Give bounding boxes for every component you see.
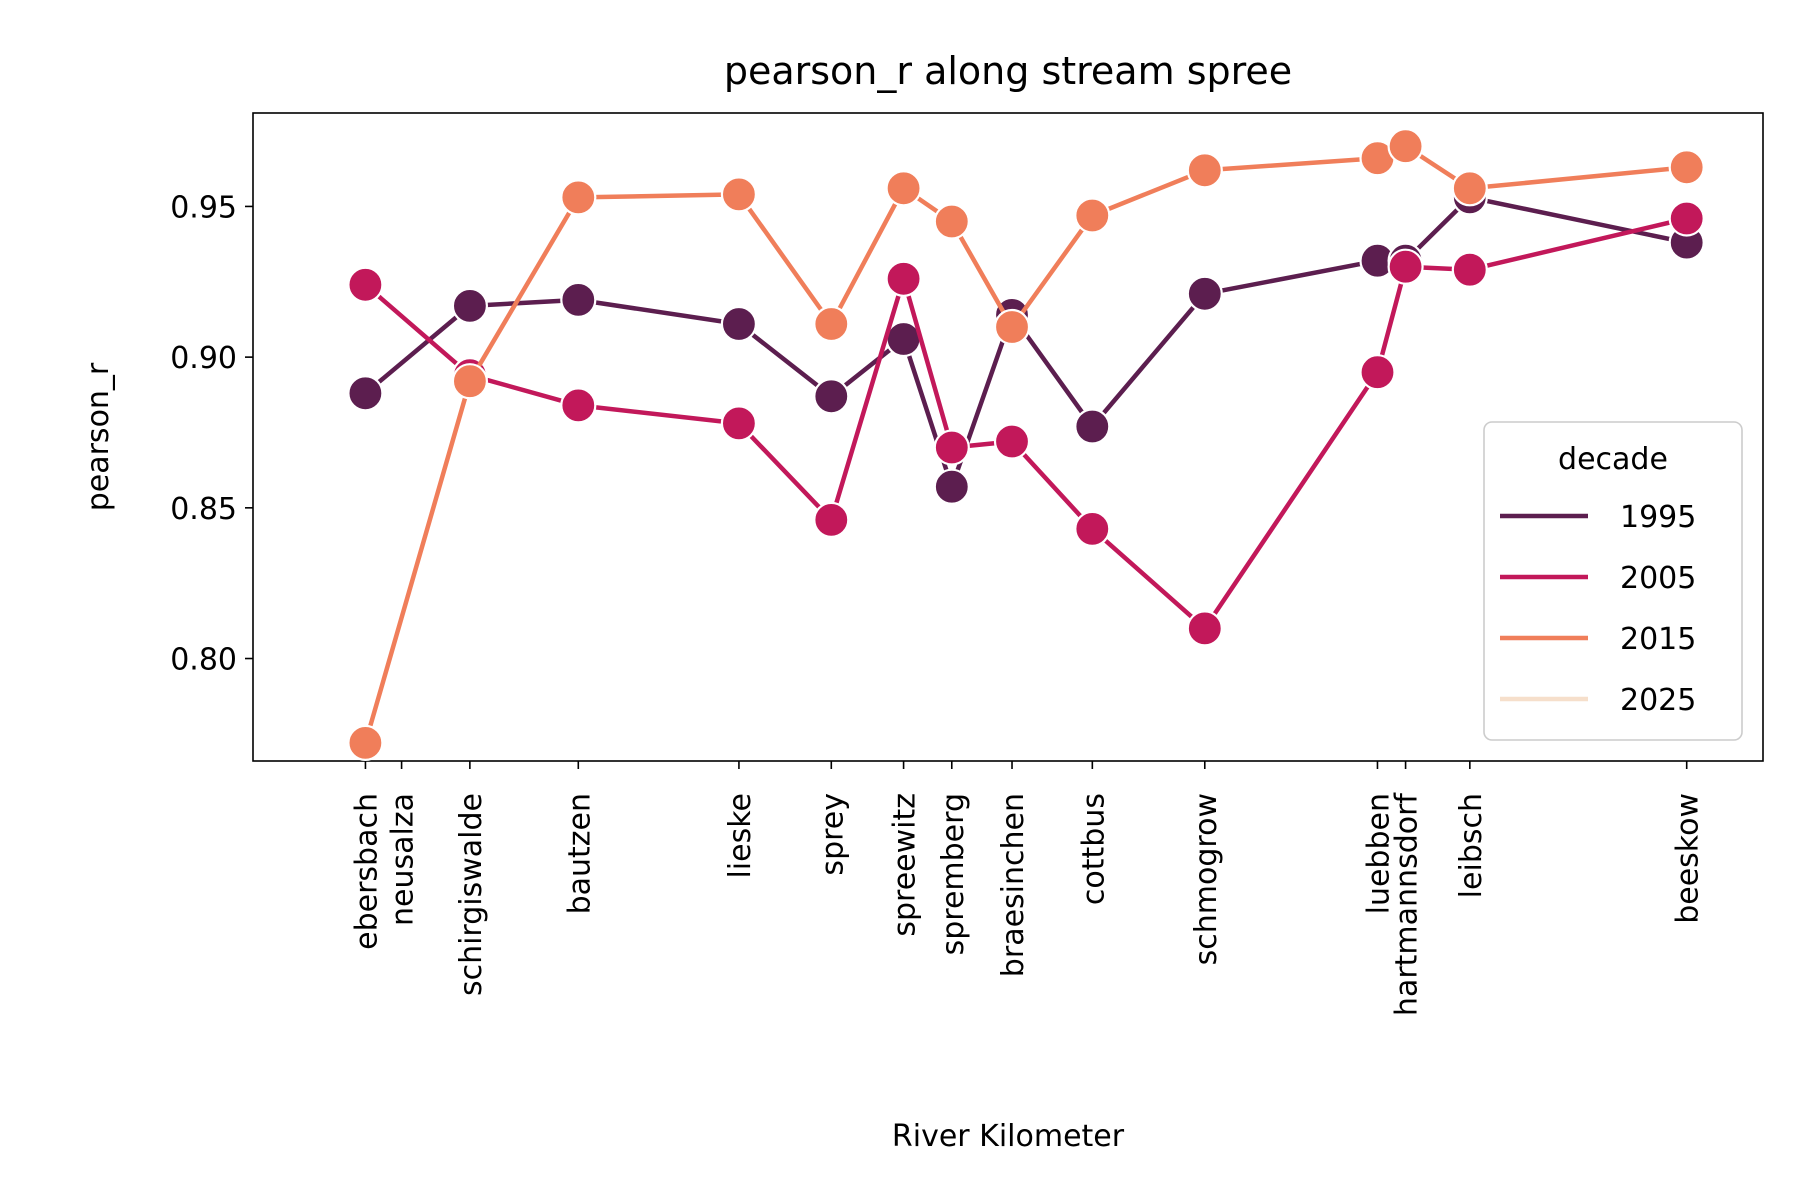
data-point [885,170,922,207]
data-point [1668,149,1705,186]
data-point [993,423,1031,460]
legend-title: decade [1558,442,1668,477]
x-tick-label: bautzen [562,793,597,914]
legend-items: 1995 2005 2015 2025 [1500,500,1696,718]
data-point [1451,170,1488,207]
data-point [347,724,384,762]
y-axis: 0.80 0.85 0.90 0.95 [170,190,253,678]
x-tick-label: cottbus [1076,793,1111,905]
x-tick-label: luebben [1361,793,1396,914]
x-tick-label: braesinchen [996,793,1031,977]
x-axis: ebersbach neusalza schirgiswalde bautzen lie… [349,761,1706,1016]
x-tick-label: spreewitz [888,793,923,937]
y-tick-label: 0.80 [170,643,237,678]
legend-frame [1483,421,1743,741]
data-point [720,405,758,442]
data-point [560,387,597,424]
data-point [347,375,384,412]
data-point [720,176,758,213]
x-tick-label: lieske [723,793,758,879]
y-axis-label: pearson_r [81,362,116,511]
data-point [1074,408,1111,445]
x-tick-label: schirgiswalde [454,793,489,996]
data-point [933,468,970,505]
legend-label: 2005 [1620,561,1696,596]
x-tick-label: hartmannsdorf [1390,792,1425,1016]
data-point [1074,197,1111,234]
x-tick-label: sprey [815,793,850,876]
legend-label: 2015 [1620,622,1696,657]
data-point [720,305,758,343]
data-point [933,429,970,466]
x-tick-label: spremberg [936,793,971,955]
legend-label: 2025 [1620,683,1696,718]
legend: decade 1995 2005 2015 2025 [1483,421,1743,741]
data-point [993,308,1031,346]
data-point [933,203,970,240]
x-axis-label: River Kilometer [892,1119,1125,1154]
data-point [347,266,384,303]
data-point [451,363,488,400]
series-2015 [347,128,1705,762]
data-point [813,305,850,343]
data-point [560,281,597,318]
data-point [1186,152,1223,189]
data-point [813,378,850,415]
data-point [1668,200,1705,237]
x-tick-label: neusalza [386,793,421,926]
data-point [1186,610,1223,647]
data-point [451,287,488,324]
data-point [1451,251,1488,288]
data-point [1359,354,1396,391]
data-point [885,260,922,297]
data-point [1186,275,1223,312]
data-point [560,179,597,216]
x-tick-label: ebersbach [349,793,384,950]
series-line [363,216,1688,631]
series-2005 [347,200,1705,647]
data-point [1074,510,1111,548]
legend-label: 1995 [1620,500,1696,535]
chart-title: pearson_r along stream spree [724,49,1292,93]
plot-area [252,112,1764,762]
series-layer [347,128,1705,762]
x-tick-label: leibsch [1454,793,1489,898]
y-tick-label: 0.90 [170,341,237,376]
data-point [1387,248,1424,285]
y-tick-label: 0.85 [170,492,237,527]
data-point [813,501,850,539]
data-point [1387,128,1424,165]
x-tick-label: beeskow [1671,793,1706,924]
y-tick-label: 0.95 [170,190,237,225]
x-tick-label: schmogrow [1189,793,1224,965]
